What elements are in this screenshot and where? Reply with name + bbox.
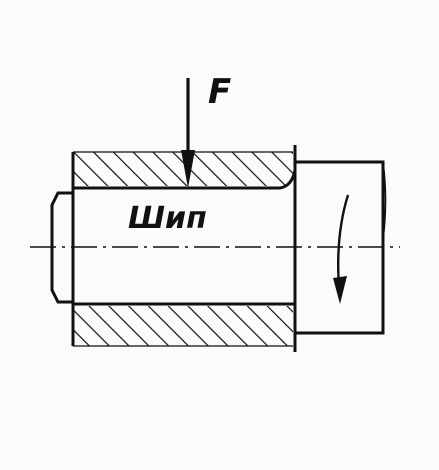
force-label: F xyxy=(208,72,231,112)
rotation-arrow xyxy=(333,194,350,304)
force-arrow xyxy=(181,78,195,188)
part-label: Шип xyxy=(128,201,207,236)
lower-bearing-hatching xyxy=(73,306,293,347)
